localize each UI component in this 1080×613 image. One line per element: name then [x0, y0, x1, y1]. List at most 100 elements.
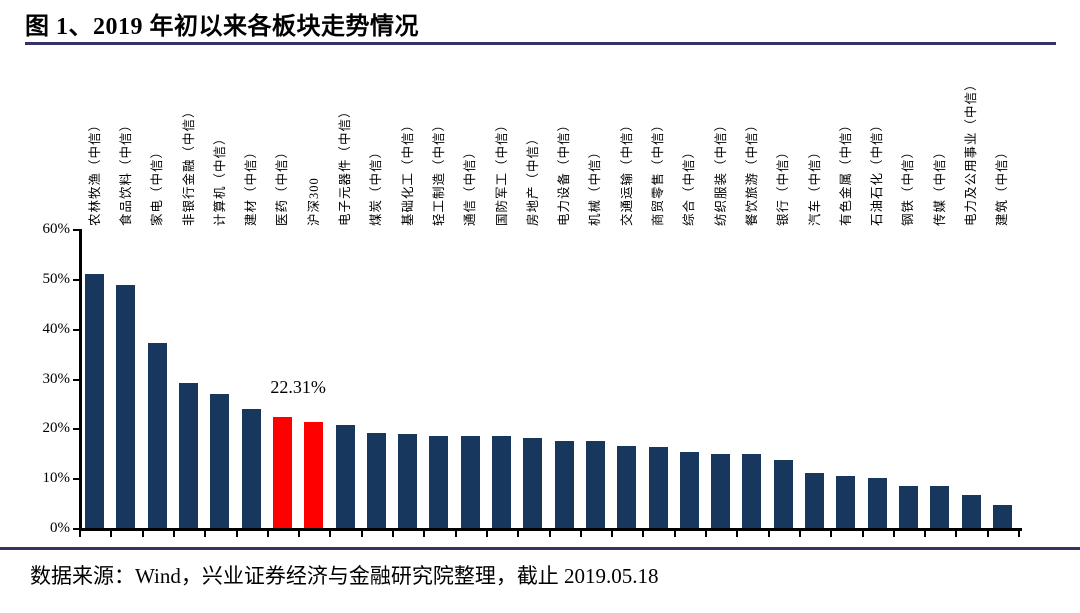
x-axis-tick — [266, 530, 269, 537]
data-source-note: 数据来源：Wind，兴业证券经济与金融研究院整理，截止 2019.05.18 — [30, 564, 659, 588]
y-tick-label: 50% — [42, 270, 71, 287]
category-label: 沪深300 — [306, 177, 321, 226]
x-axis-tick — [611, 530, 614, 537]
y-tick-label: 30% — [42, 370, 71, 387]
y-axis-tick — [73, 378, 79, 381]
y-axis-line — [79, 229, 82, 530]
bar — [898, 486, 918, 528]
x-axis-tick — [548, 530, 551, 537]
bar — [85, 273, 105, 528]
category-label: 煤炭（中信） — [369, 144, 384, 226]
x-axis-tick — [830, 530, 833, 537]
bar — [523, 438, 543, 528]
x-axis-line — [79, 528, 1022, 531]
bar — [429, 436, 449, 528]
category-label: 轻工制造（中信） — [431, 117, 446, 226]
x-axis-tick — [1018, 530, 1020, 537]
bar — [585, 440, 605, 528]
bar — [304, 422, 324, 528]
y-tick-label: 60% — [42, 221, 71, 237]
category-label: 电子元器件（中信） — [338, 104, 353, 226]
bar — [961, 494, 981, 528]
bar — [179, 383, 199, 528]
x-axis-tick — [924, 530, 927, 537]
x-axis-tick — [298, 530, 301, 537]
title-divider — [25, 42, 1056, 45]
bar — [617, 446, 637, 528]
category-label: 机械（中信） — [588, 144, 603, 226]
x-axis-tick — [955, 530, 958, 537]
category-label: 银行（中信） — [776, 144, 791, 226]
category-label: 汽车（中信） — [807, 144, 822, 226]
category-label: 基础化工（中信） — [400, 117, 415, 226]
category-label: 建筑（中信） — [995, 144, 1010, 226]
category-label: 通信（中信） — [463, 144, 478, 226]
category-label: 钢铁（中信） — [901, 144, 916, 226]
category-label: 纺织服装（中信） — [713, 117, 728, 226]
bar — [241, 408, 261, 528]
x-axis-tick — [235, 530, 238, 537]
bar — [335, 425, 355, 528]
y-axis-tick — [73, 278, 79, 281]
category-label: 电力及公用事业（中信） — [964, 77, 979, 226]
y-axis-tick — [73, 528, 79, 530]
y-axis-tick — [73, 428, 79, 431]
bar — [648, 446, 668, 528]
bar — [460, 435, 480, 528]
category-label: 计算机（中信） — [212, 131, 227, 226]
bar — [554, 441, 574, 528]
bar — [679, 451, 699, 528]
category-label: 家电（中信） — [150, 144, 165, 226]
bar — [366, 432, 386, 528]
x-axis-tick — [329, 530, 332, 537]
category-label: 餐饮旅游（中信） — [744, 117, 759, 226]
x-axis-tick — [485, 530, 488, 537]
category-label: 非银行金融（中信） — [181, 104, 196, 226]
category-label: 石油石化（中信） — [870, 117, 885, 226]
x-axis-tick — [705, 530, 707, 537]
x-axis-tick — [579, 530, 582, 537]
bar — [398, 433, 418, 528]
x-axis-tick — [423, 530, 426, 537]
footer-divider — [0, 547, 1080, 550]
bar — [742, 454, 762, 528]
x-axis-tick — [767, 530, 770, 537]
y-axis-tick — [73, 229, 79, 231]
category-label: 传媒（中信） — [932, 144, 947, 226]
bar — [930, 486, 950, 528]
category-label: 农林牧渔（中信） — [87, 117, 102, 226]
x-axis-tick — [798, 530, 801, 537]
category-label: 交通运输（中信） — [619, 117, 634, 226]
bar — [492, 436, 512, 528]
category-label: 国防军工（中信） — [494, 117, 509, 226]
category-label: 食品饮料（中信） — [118, 117, 133, 226]
x-axis-tick — [141, 530, 144, 537]
x-axis-tick — [204, 530, 207, 537]
y-axis-tick — [73, 478, 79, 481]
y-tick-label: 10% — [42, 470, 71, 487]
x-axis-tick — [986, 530, 989, 537]
x-axis-tick — [517, 530, 520, 537]
x-axis-tick — [392, 530, 394, 537]
x-axis-tick — [360, 530, 363, 537]
figure-title: 图 1、2019 年初以来各板块走势情况 — [25, 14, 419, 40]
x-axis-tick — [892, 530, 895, 537]
x-axis-tick — [454, 530, 457, 537]
x-axis-tick — [172, 530, 175, 537]
y-tick-label: 40% — [42, 320, 71, 337]
x-axis-tick — [673, 530, 676, 537]
bar — [272, 416, 292, 528]
category-label: 综合（中信） — [682, 144, 697, 226]
y-tick-label: 0% — [50, 520, 70, 536]
x-axis-tick — [861, 530, 864, 537]
y-tick-label: 20% — [42, 420, 71, 437]
y-axis-tick — [73, 328, 79, 331]
bar — [836, 475, 856, 528]
bar — [711, 454, 731, 528]
bar — [116, 285, 136, 528]
category-label: 商贸零售（中信） — [651, 117, 666, 226]
bar — [805, 473, 825, 528]
value-annotation: 22.31% — [270, 377, 326, 397]
